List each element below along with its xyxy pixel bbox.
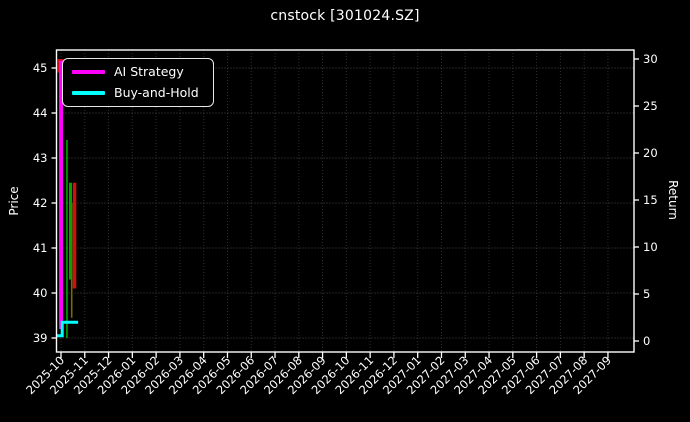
chart-title: cnstock [301024.SZ] <box>270 8 420 24</box>
y-right-tick-label: 30 <box>643 52 658 66</box>
y-right-tick-label: 10 <box>643 240 658 254</box>
legend: AI Strategy Buy-and-Hold <box>62 58 214 107</box>
y-right-tick-label: 0 <box>643 334 650 348</box>
y-right-tick-label: 15 <box>643 193 658 207</box>
y-left-tick-label: 43 <box>33 151 48 165</box>
y-left-tick-label: 45 <box>33 61 48 75</box>
y-left-tick-label: 39 <box>33 331 48 345</box>
buy-and-hold-line-swatch <box>72 90 105 95</box>
y-axis-label-return: Return <box>666 180 680 220</box>
y-right-tick-label: 25 <box>643 99 658 113</box>
series-buy-and-hold <box>56 320 79 338</box>
ai-strategy-line-swatch <box>72 69 105 74</box>
legend-item-ai-strategy: AI Strategy <box>72 64 199 79</box>
y-left-tick-label: 40 <box>33 286 48 300</box>
plot-frame <box>55 49 635 353</box>
legend-item-buy-and-hold: Buy-and-Hold <box>72 85 199 100</box>
legend-label: AI Strategy <box>114 64 184 79</box>
y-right-tick-label: 20 <box>643 146 658 160</box>
y-right-tick-label: 5 <box>643 287 650 301</box>
y-axis-label-price: Price <box>7 186 21 216</box>
y-left-tick-label: 41 <box>33 241 48 255</box>
legend-label: Buy-and-Hold <box>114 85 199 100</box>
y-left-tick-label: 42 <box>33 196 48 210</box>
y-left-tick-label: 44 <box>33 106 48 120</box>
